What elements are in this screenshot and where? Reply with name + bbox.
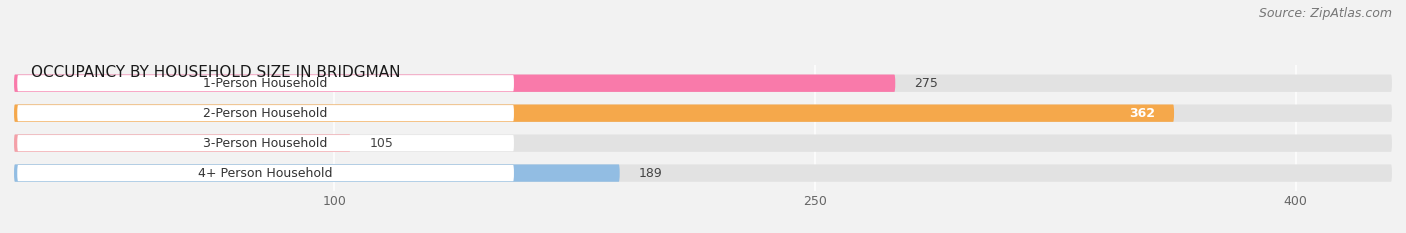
FancyBboxPatch shape [14,164,620,182]
Text: 1-Person Household: 1-Person Household [204,77,328,90]
FancyBboxPatch shape [14,75,1392,92]
FancyBboxPatch shape [14,134,350,152]
Text: 3-Person Household: 3-Person Household [204,137,328,150]
Text: 2-Person Household: 2-Person Household [204,107,328,120]
FancyBboxPatch shape [14,75,896,92]
Text: 362: 362 [1129,107,1154,120]
Text: 4+ Person Household: 4+ Person Household [198,167,333,180]
FancyBboxPatch shape [17,135,515,151]
FancyBboxPatch shape [14,104,1174,122]
FancyBboxPatch shape [14,104,1392,122]
FancyBboxPatch shape [17,165,515,181]
Text: 275: 275 [914,77,938,90]
FancyBboxPatch shape [14,164,1392,182]
Text: Source: ZipAtlas.com: Source: ZipAtlas.com [1258,7,1392,20]
Text: 105: 105 [370,137,394,150]
Text: OCCUPANCY BY HOUSEHOLD SIZE IN BRIDGMAN: OCCUPANCY BY HOUSEHOLD SIZE IN BRIDGMAN [31,65,401,80]
FancyBboxPatch shape [17,105,515,121]
Text: 189: 189 [638,167,662,180]
FancyBboxPatch shape [14,134,1392,152]
FancyBboxPatch shape [17,75,515,91]
